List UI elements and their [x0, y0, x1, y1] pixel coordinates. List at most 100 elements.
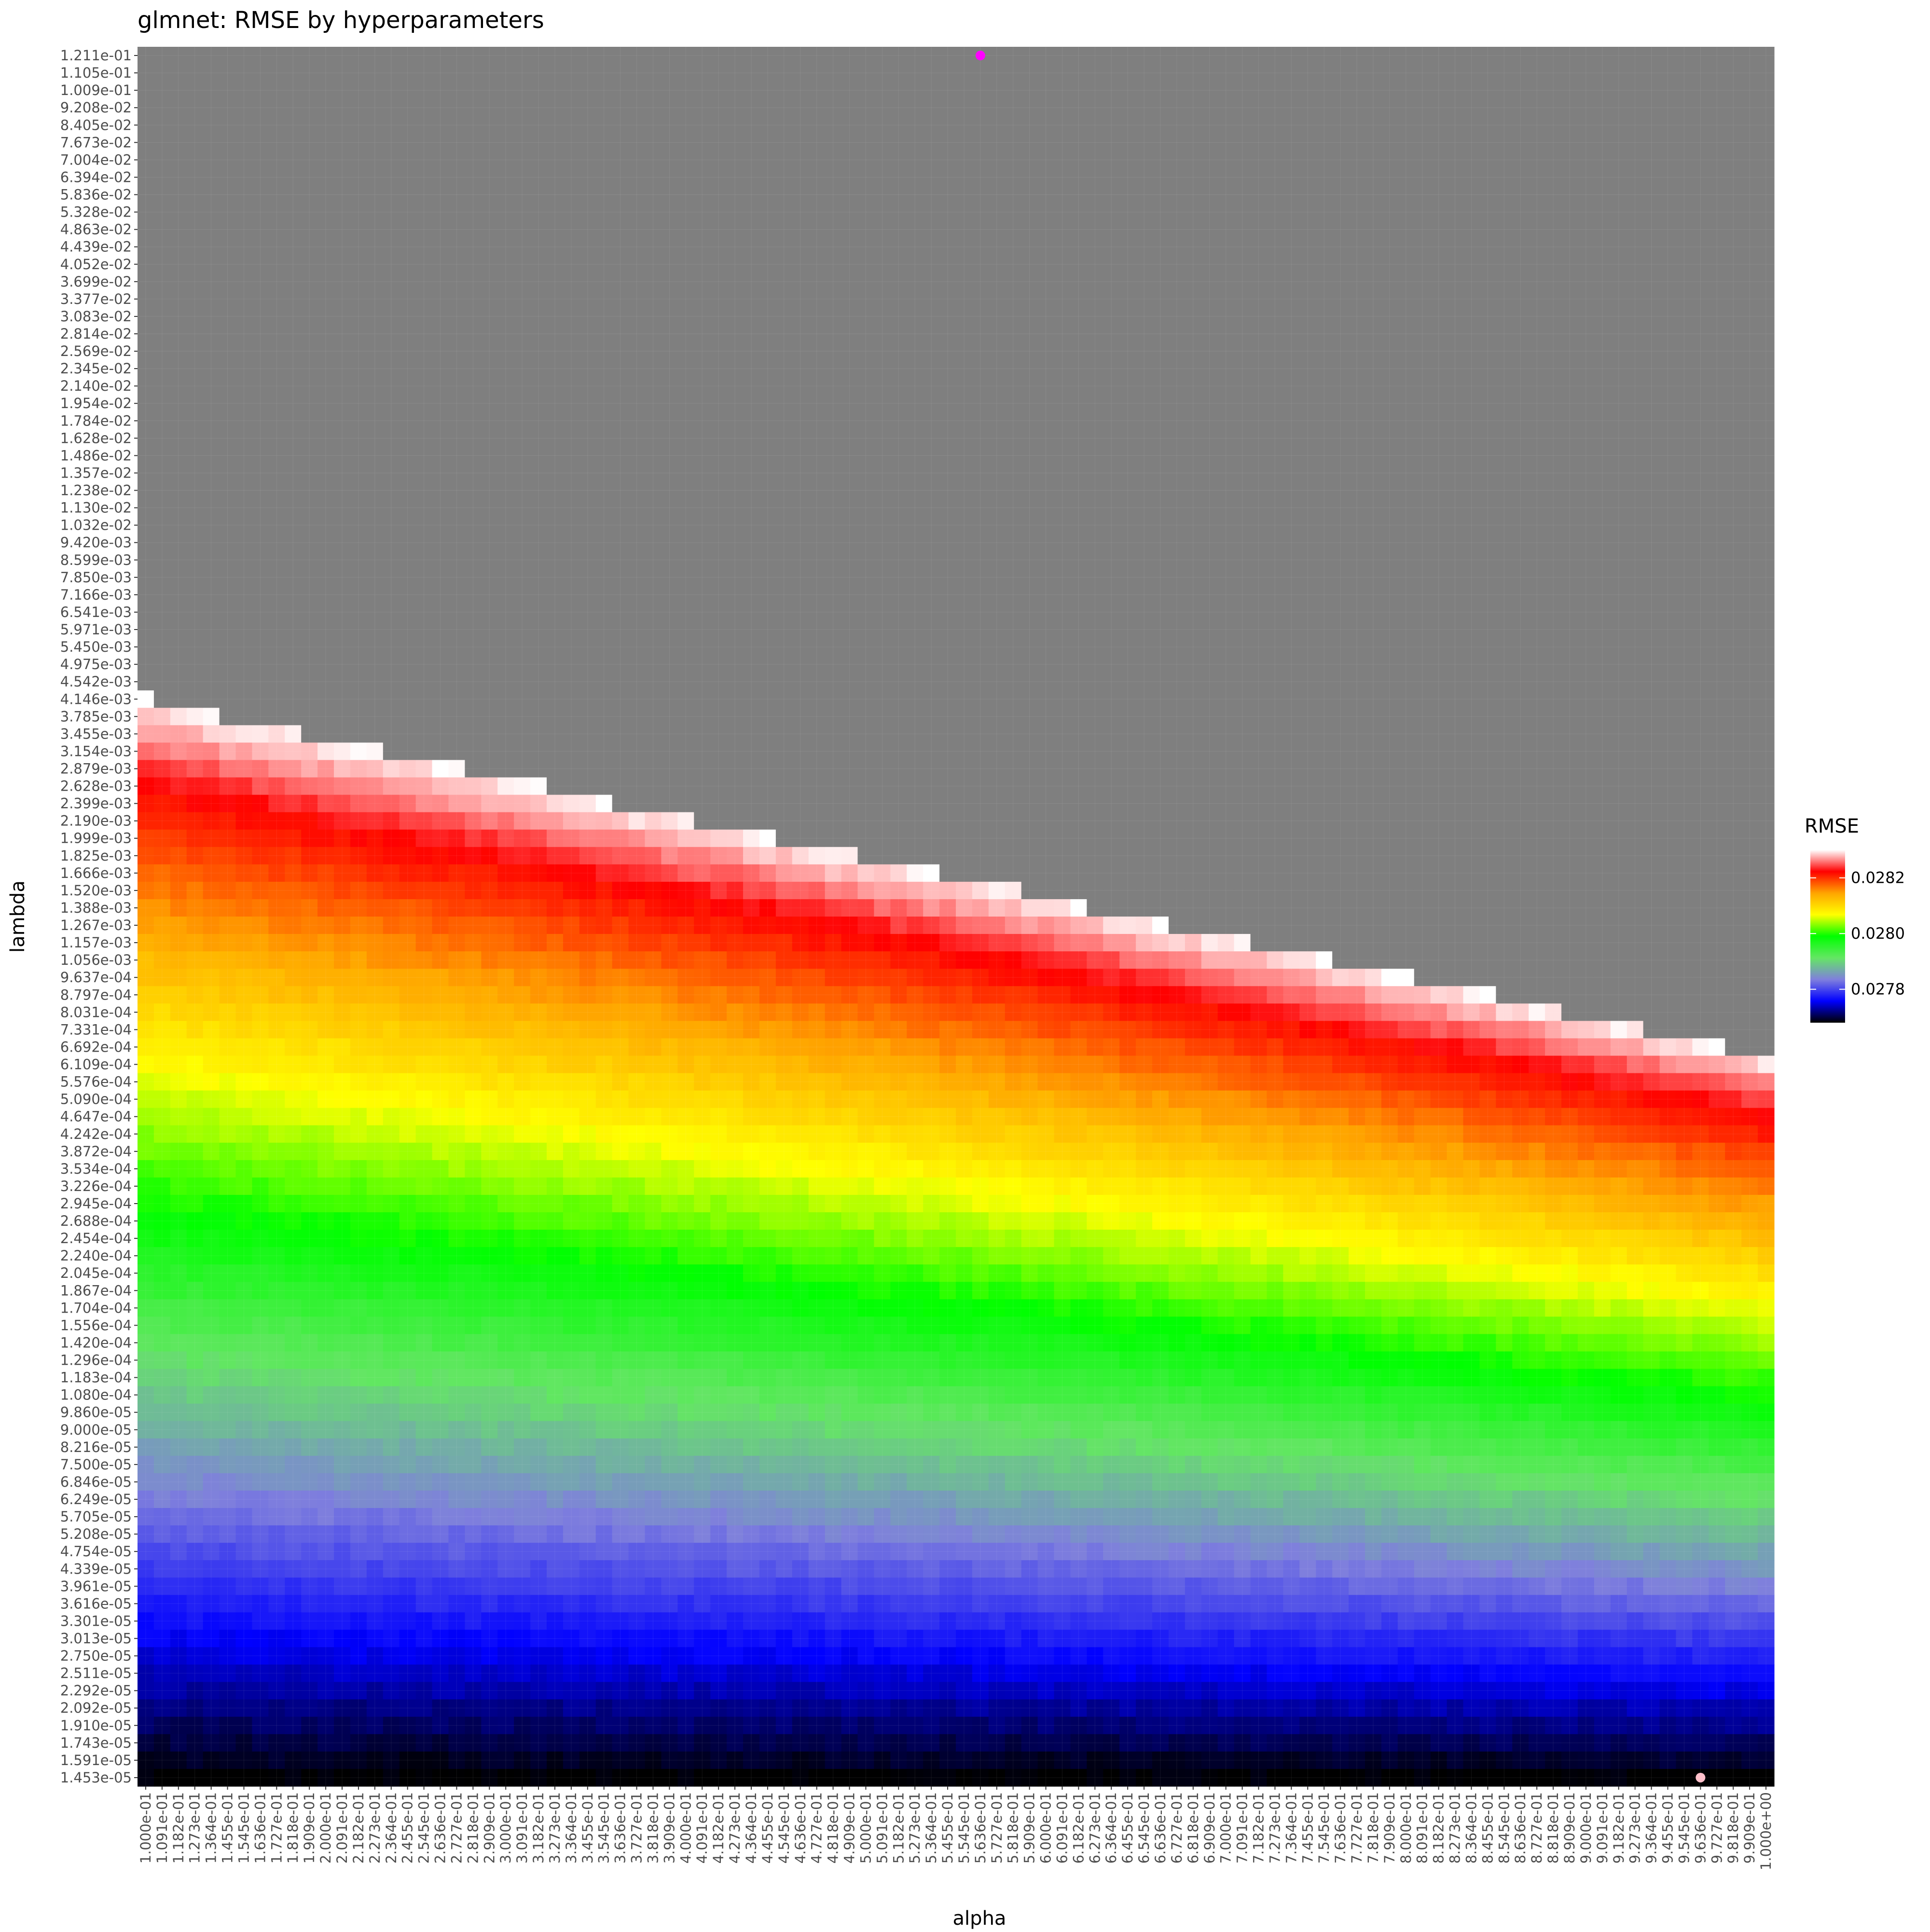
heatmap-cell: [138, 99, 154, 117]
heatmap-cell: [153, 168, 171, 187]
heatmap-cell: [138, 603, 154, 621]
heatmap-cell: [153, 307, 171, 326]
heatmap-cell: [138, 1073, 154, 1091]
heatmap-cell: [153, 690, 171, 708]
heatmap-cell: [138, 1682, 154, 1700]
heatmap-cell: [153, 1525, 171, 1543]
heatmap-cell: [153, 673, 171, 691]
heatmap-cell: [138, 795, 154, 813]
heatmap-cell: [153, 847, 171, 865]
heatmap-cell: [138, 1299, 154, 1317]
heatmap-cell: [138, 777, 154, 795]
heatmap-cell: [170, 708, 187, 726]
heatmap-cell: [153, 116, 171, 134]
heatmap-cell: [153, 290, 171, 308]
heatmap-cell: [138, 1125, 154, 1143]
heatmap-cell: [153, 742, 171, 761]
heatmap-cell: [138, 899, 154, 917]
heatmap-cell: [138, 1316, 154, 1335]
heatmap-cell: [153, 1560, 171, 1578]
heatmap-cell: [138, 464, 154, 482]
heatmap-cell: [138, 1351, 154, 1370]
heatmap-cell: [153, 656, 171, 673]
heatmap-cell: [153, 1334, 171, 1352]
heatmap-cell: [170, 760, 187, 778]
heatmap-cell: [153, 1647, 171, 1665]
heatmap-cell: [153, 1038, 171, 1056]
heatmap-cell: [170, 255, 187, 274]
heatmap-cell: [153, 1369, 171, 1387]
heatmap-cell: [153, 725, 171, 743]
heatmap-cell: [153, 203, 171, 221]
heatmap-cell: [138, 1630, 154, 1648]
heatmap-cell: [153, 1160, 171, 1178]
heatmap-cell: [170, 47, 187, 65]
heatmap-cell: [153, 1595, 171, 1613]
heatmap-cell: [153, 1490, 171, 1508]
heatmap-cell: [138, 1160, 154, 1178]
heatmap-cell: [153, 951, 171, 969]
heatmap-cell: [138, 986, 154, 1004]
heatmap-cell: [153, 1055, 171, 1074]
heatmap-cell: [153, 377, 171, 395]
heatmap-cell: [153, 1282, 171, 1300]
heatmap-cell: [153, 1264, 171, 1282]
heatmap-cell: [138, 238, 154, 256]
heatmap-cell: [170, 325, 187, 343]
heatmap-cell: [138, 551, 154, 569]
heatmap-cell: [153, 620, 171, 639]
heatmap-cell: [153, 603, 171, 621]
heatmap-cell: [138, 881, 154, 900]
heatmap-cell: [170, 64, 187, 82]
heatmap-cell: [153, 447, 171, 465]
heatmap-cell: [153, 481, 171, 500]
heatmap-cell: [138, 186, 154, 204]
heatmap-cell: [153, 1316, 171, 1335]
heatmap-cell: [138, 1699, 154, 1717]
heatmap-cell: [138, 64, 154, 82]
heatmap-cell: [153, 1682, 171, 1700]
heatmap-cell: [138, 864, 154, 882]
heatmap-cell: [170, 499, 187, 517]
heatmap-cell: [170, 168, 187, 187]
heatmap-cell: [170, 360, 187, 378]
heatmap-cell: [170, 273, 187, 291]
heatmap-cell: [138, 1612, 154, 1631]
heatmap-cell: [138, 934, 154, 952]
heatmap-cell: [153, 1473, 171, 1491]
heatmap-cell: [138, 1560, 154, 1578]
heatmap-cell: [153, 1073, 171, 1091]
heatmap-cell: [170, 203, 187, 221]
heatmap-cell: [170, 412, 187, 430]
heatmap-cell: [138, 1264, 154, 1282]
heatmap-cell: [138, 360, 154, 378]
heatmap-cell: [170, 603, 187, 621]
heatmap-cell: [170, 812, 187, 830]
heatmap-cell: [170, 307, 187, 326]
heatmap-cell: [153, 969, 171, 987]
heatmap-cell: [138, 1403, 154, 1422]
heatmap-cell: [138, 1090, 154, 1109]
heatmap-cell: [153, 899, 171, 917]
heatmap-cell: [153, 395, 171, 412]
heatmap-cell: [138, 656, 154, 673]
heatmap-cell: [138, 1664, 154, 1683]
heatmap-cell: [153, 864, 171, 882]
heatmap-cell: [138, 812, 154, 830]
heatmap-cell: [153, 1577, 171, 1595]
heatmap-cell: [153, 760, 171, 778]
heatmap-cell: [153, 1299, 171, 1317]
heatmap-cell: [153, 638, 171, 656]
heatmap-cell: [170, 795, 187, 813]
heatmap-cell: [153, 273, 171, 291]
heatmap-cell: [170, 777, 187, 795]
heatmap-cell: [170, 82, 187, 99]
heatmap-cell: [153, 1142, 171, 1161]
heatmap-cell: [153, 534, 171, 552]
heatmap-cell: [153, 917, 171, 934]
heatmap-cell: [153, 1630, 171, 1648]
heatmap-cell: [138, 1055, 154, 1074]
heatmap-cell: [138, 673, 154, 691]
heatmap-cell: [153, 1543, 171, 1561]
